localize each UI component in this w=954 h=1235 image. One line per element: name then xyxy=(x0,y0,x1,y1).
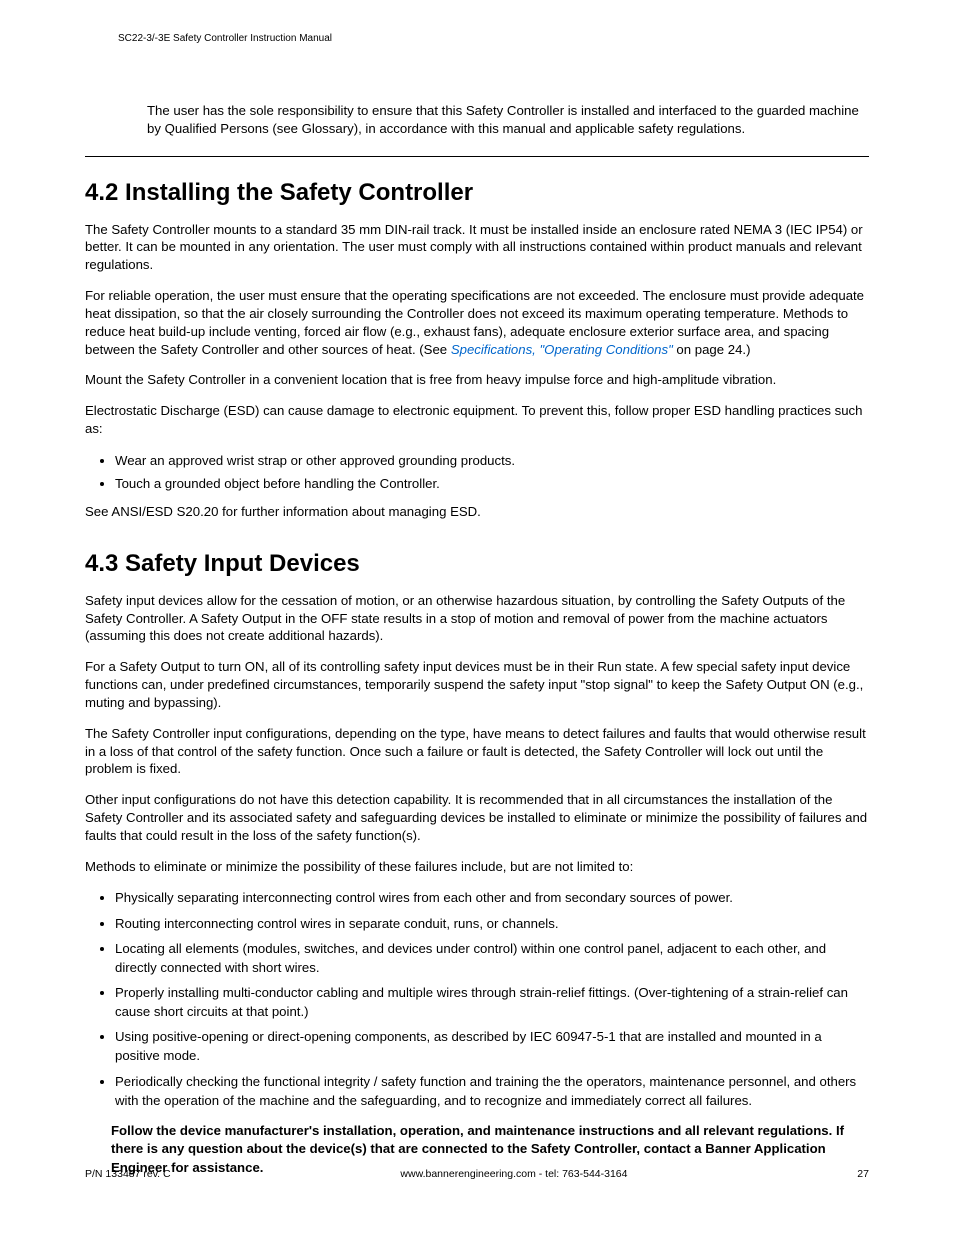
s42-p2: For reliable operation, the user must en… xyxy=(85,287,869,358)
s43-p3: The Safety Controller input configuratio… xyxy=(85,725,869,778)
s42-p5: See ANSI/ESD S20.20 for further informat… xyxy=(85,503,869,521)
s42-p1: The Safety Controller mounts to a standa… xyxy=(85,221,869,274)
list-item: Using positive-opening or direct-opening… xyxy=(115,1027,869,1065)
intro-paragraph: The user has the sole responsibility to … xyxy=(147,102,869,138)
list-item: Wear an approved wrist strap or other ap… xyxy=(115,451,869,470)
s43-methods-list: Physically separating interconnecting co… xyxy=(85,888,869,1109)
header-manual-title: SC22-3/-3E Safety Controller Instruction… xyxy=(85,33,869,44)
footer-part-number: P/N 133487 rev. C xyxy=(85,1168,171,1180)
s42-p2-text-b: on page 24.) xyxy=(673,342,751,357)
footer-website: www.bannerengineering.com - tel: 763-544… xyxy=(400,1168,627,1180)
list-item: Locating all elements (modules, switches… xyxy=(115,939,869,977)
section-divider xyxy=(85,156,869,157)
list-item: Routing interconnecting control wires in… xyxy=(115,914,869,933)
s43-p2: For a Safety Output to turn ON, all of i… xyxy=(85,658,869,711)
list-item: Properly installing multi-conductor cabl… xyxy=(115,983,869,1021)
s42-esd-list: Wear an approved wrist strap or other ap… xyxy=(85,451,869,493)
s43-p5: Methods to eliminate or minimize the pos… xyxy=(85,858,869,876)
heading-4-3: 4.3 Safety Input Devices xyxy=(85,550,869,578)
s42-p3: Mount the Safety Controller in a conveni… xyxy=(85,371,869,389)
specifications-link[interactable]: Specifications, "Operating Conditions" xyxy=(451,342,673,357)
s43-p1: Safety input devices allow for the cessa… xyxy=(85,592,869,645)
page-footer: P/N 133487 rev. C www.bannerengineering.… xyxy=(85,1168,869,1180)
list-item: Periodically checking the functional int… xyxy=(115,1072,869,1110)
list-item: Touch a grounded object before handling … xyxy=(115,474,869,493)
s43-p4: Other input configurations do not have t… xyxy=(85,791,869,844)
footer-page-number: 27 xyxy=(857,1168,869,1180)
s42-p4: Electrostatic Discharge (ESD) can cause … xyxy=(85,402,869,438)
list-item: Physically separating interconnecting co… xyxy=(115,888,869,907)
page-container: SC22-3/-3E Safety Controller Instruction… xyxy=(0,0,954,1235)
heading-4-2: 4.2 Installing the Safety Controller xyxy=(85,179,869,207)
